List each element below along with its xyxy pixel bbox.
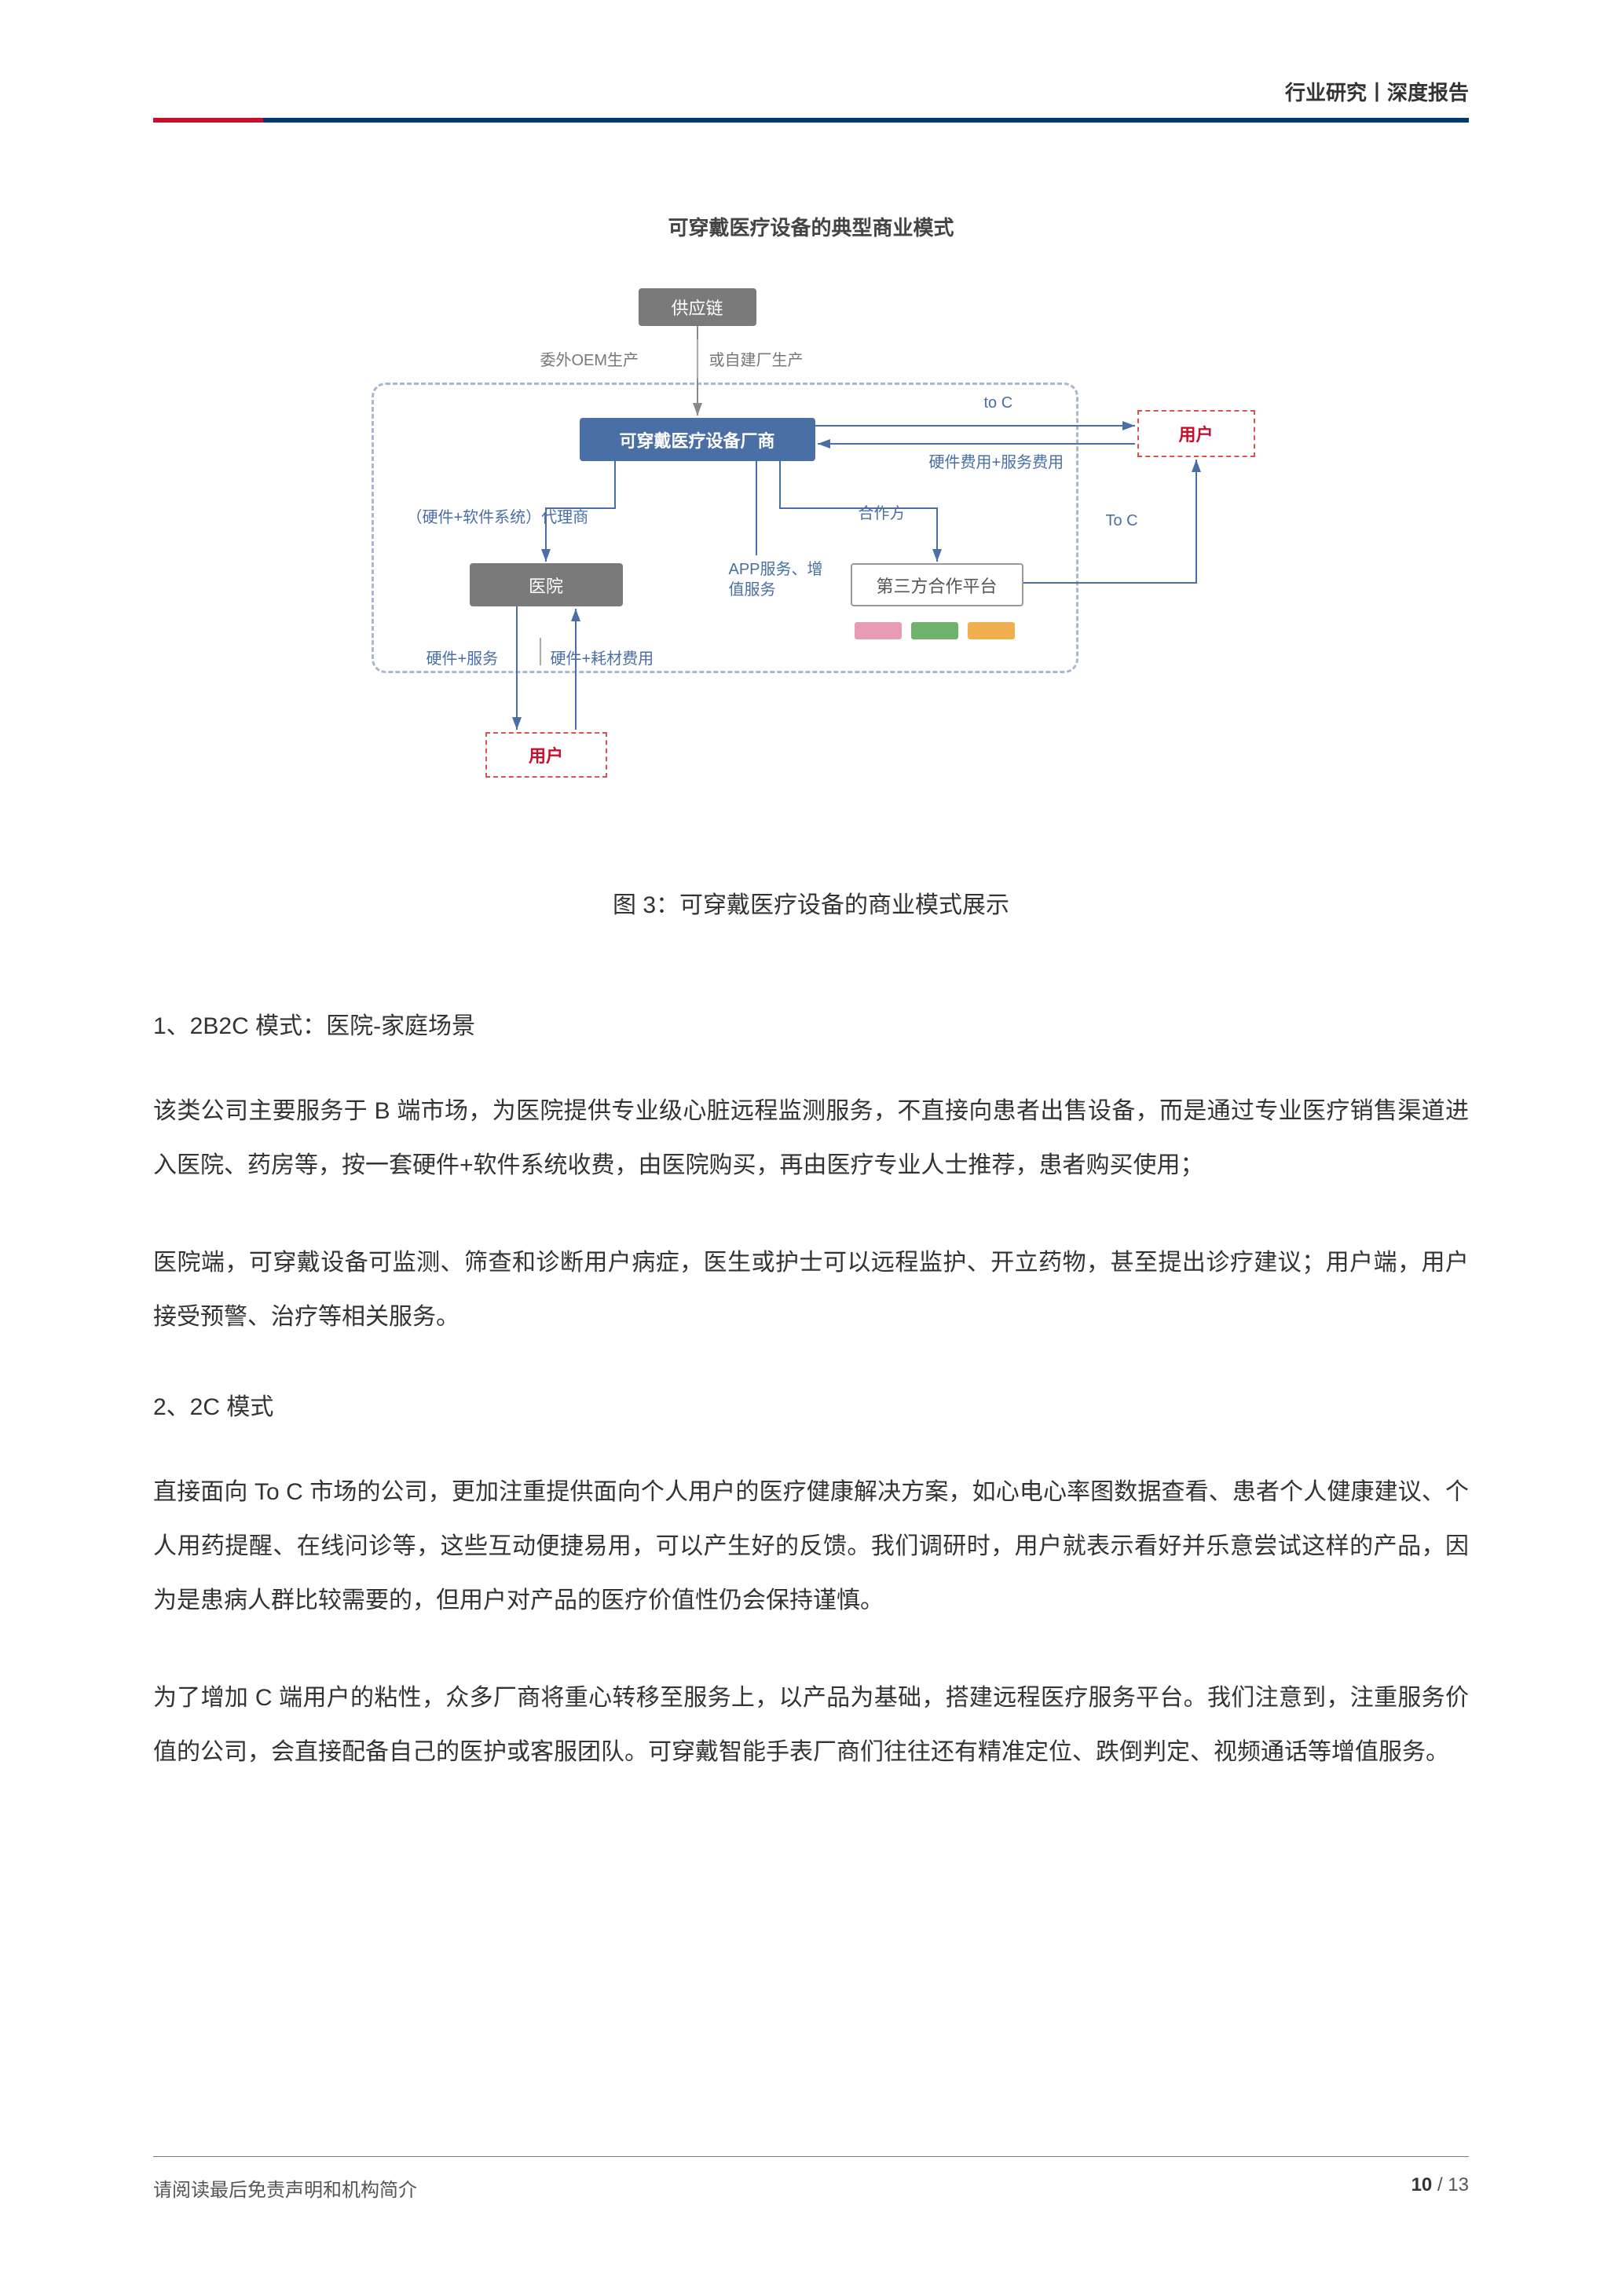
footer-disclaimer: 请阅读最后免责声明和机构简介 (153, 2174, 417, 2202)
node-supply-chain: 供应链 (639, 288, 756, 326)
label-toc-top: to C (984, 394, 1013, 412)
section-1-para-1: 该类公司主要服务于 B 端市场，为医院提供专业级心脏远程监测服务，不直接向患者出… (153, 1084, 1469, 1192)
label-hw-consume: 硬件+耗材费用 (551, 646, 654, 668)
page-sep: / (1432, 2174, 1448, 2195)
label-selfbuild: 或自建厂生产 (709, 347, 804, 370)
node-user-right: 用户 (1137, 410, 1255, 457)
node-hospital: 医院 (470, 563, 623, 606)
section-2-title: 2、2C 模式 (153, 1387, 1469, 1422)
header-divider (153, 118, 1469, 123)
diagram-title: 可穿戴医疗设备的典型商业模式 (668, 212, 954, 241)
section-1-para-2: 医院端，可穿戴设备可监测、筛查和诊断用户病症，医生或护士可以远程监护、开立药物，… (153, 1236, 1469, 1344)
node-user-bottom: 用户 (485, 732, 607, 778)
section-1-title: 1、2B2C 模式：医院-家庭场景 (153, 1006, 1469, 1041)
footer-page: 10 / 13 (1411, 2174, 1469, 2202)
header-category: 行业研究丨深度报告 (1285, 77, 1469, 106)
node-manufacturer: 可穿戴医疗设备厂商 (580, 418, 815, 461)
section-2-para-2: 为了增加 C 端用户的粘性，众多厂商将重心转移至服务上，以产品为基础，搭建远程医… (153, 1671, 1469, 1779)
business-model-diagram: 供应链 委外OEM生产 或自建厂生产 可穿戴医疗设备厂商 to C 硬件费用+服… (364, 273, 1259, 838)
label-hw-srv: 硬件+服务 (427, 646, 499, 668)
page-total: 13 (1448, 2174, 1469, 2195)
node-platform: 第三方合作平台 (851, 563, 1023, 606)
platform-logos (855, 622, 1015, 639)
page-footer: 请阅读最后免责声明和机构简介 10 / 13 (153, 2156, 1469, 2202)
figure-caption: 图 3：可穿戴医疗设备的商业模式展示 (613, 885, 1009, 920)
label-agent: （硬件+软件系统）代理商 (407, 504, 589, 527)
label-oem: 委外OEM生产 (540, 347, 639, 370)
section-2-para-1: 直接面向 To C 市场的公司，更加注重提供面向个人用户的医疗健康解决方案，如心… (153, 1465, 1469, 1628)
page-current: 10 (1411, 2174, 1433, 2195)
label-partner: 合作方 (859, 500, 906, 523)
label-app: APP服务、增值服务 (729, 559, 839, 600)
label-toc-right: To C (1106, 512, 1138, 530)
label-hwfee: 硬件费用+服务费用 (929, 449, 1064, 472)
